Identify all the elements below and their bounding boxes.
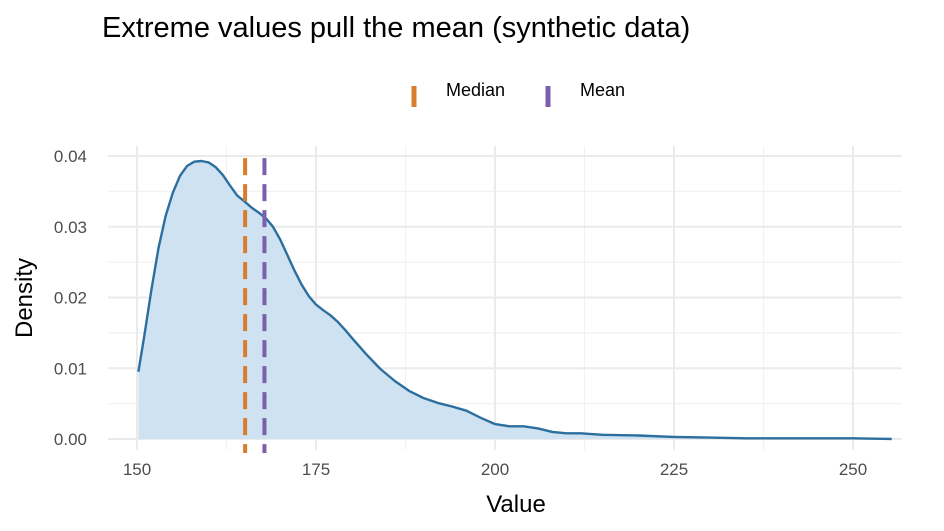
x-tick-label: 250	[839, 460, 867, 479]
y-axis-title: Density	[11, 258, 38, 338]
x-tick-label: 225	[660, 460, 688, 479]
legend-label-mean: Mean	[580, 80, 625, 100]
y-tick-label: 0.02	[54, 289, 87, 308]
y-axis-ticks: 0.00 0.01 0.02 0.03 0.04	[54, 147, 87, 449]
density-area	[138, 161, 892, 439]
reference-lines	[243, 158, 267, 453]
legend-label-median: Median	[446, 80, 505, 100]
y-tick-label: 0.01	[54, 359, 87, 378]
y-tick-label: 0.00	[54, 430, 87, 449]
x-tick-label: 175	[302, 460, 330, 479]
x-axis-ticks: 150 175 200 225 250	[123, 460, 867, 479]
y-tick-label: 0.04	[54, 147, 87, 166]
chart-title: Extreme values pull the mean (synthetic …	[102, 12, 690, 44]
y-tick-label: 0.03	[54, 218, 87, 237]
density-line	[137, 159, 892, 441]
x-tick-label: 200	[481, 460, 509, 479]
x-tick-label: 150	[123, 460, 151, 479]
plot-area	[137, 159, 892, 441]
x-axis-title: Value	[486, 491, 546, 518]
legend: Median Mean	[411, 80, 625, 107]
